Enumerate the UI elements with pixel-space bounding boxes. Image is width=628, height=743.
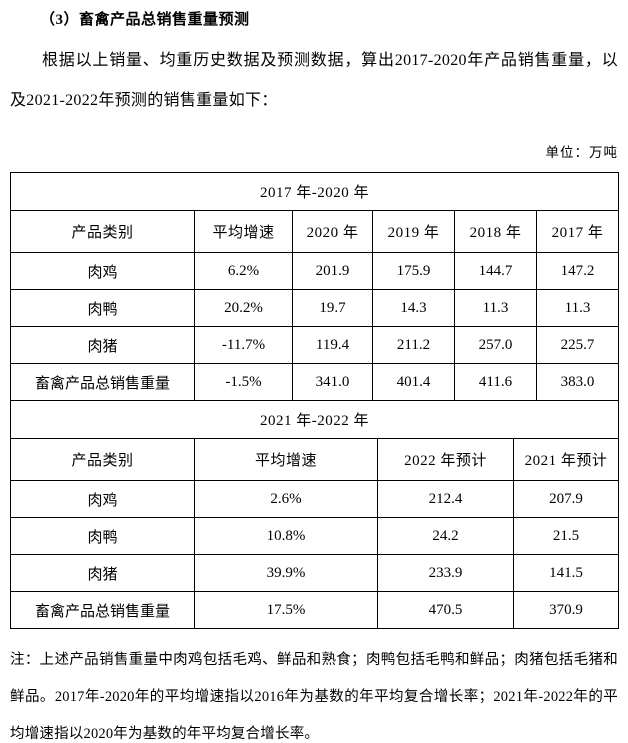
table-cell: 233.9 — [377, 554, 514, 592]
table-cell: 212.4 — [377, 480, 514, 518]
table-cell: 10.8% — [194, 517, 378, 555]
table-cell: 14.3 — [372, 289, 455, 327]
header-2020: 2020 年 — [292, 210, 373, 253]
table-cell: 383.0 — [536, 363, 619, 401]
table-cell: -11.7% — [194, 326, 293, 364]
header-avg-growth: 平均增速 — [194, 438, 378, 481]
section1-header-row: 产品类别 平均增速 2020 年 2019 年 2018 年 2017 年 — [10, 210, 619, 253]
footnote-text: 注：上述产品销售重量中肉鸡包括毛鸡、鲜品和熟食；肉鸭包括毛鸭和鲜品；肉猪包括毛猪… — [10, 652, 618, 742]
table-cell: 39.9% — [194, 554, 378, 592]
table-row: 肉猪 -11.7% 119.4 211.2 257.0 225.7 — [10, 326, 619, 364]
table-cell: 175.9 — [372, 252, 455, 290]
table-cell: 肉鸭 — [10, 517, 195, 555]
header-2017: 2017 年 — [536, 210, 619, 253]
table-cell: 141.5 — [513, 554, 619, 592]
table-cell: 肉猪 — [10, 554, 195, 592]
table-cell: 411.6 — [454, 363, 537, 401]
table-cell: 119.4 — [292, 326, 373, 364]
table-row: 肉鸡 2.6% 212.4 207.9 — [10, 480, 619, 518]
table-row: 肉猪 39.9% 233.9 141.5 — [10, 554, 619, 592]
header-2022-forecast: 2022 年预计 — [377, 438, 514, 481]
table-cell: 144.7 — [454, 252, 537, 290]
table-row: 肉鸭 20.2% 19.7 14.3 11.3 11.3 — [10, 289, 619, 327]
header-product-category: 产品类别 — [10, 210, 195, 253]
table-cell: 211.2 — [372, 326, 455, 364]
header-2018: 2018 年 — [454, 210, 537, 253]
table-cell: 24.2 — [377, 517, 514, 555]
table-cell: 257.0 — [454, 326, 537, 364]
section2-title: 2021 年-2022 年 — [10, 400, 619, 439]
table-cell: 225.7 — [536, 326, 619, 364]
table-cell: 11.3 — [536, 289, 619, 327]
table-cell: 21.5 — [513, 517, 619, 555]
table-cell: 20.2% — [194, 289, 293, 327]
table-cell: 341.0 — [292, 363, 373, 401]
table-cell: -1.5% — [194, 363, 293, 401]
header-product-category: 产品类别 — [10, 438, 195, 481]
header-2019: 2019 年 — [372, 210, 455, 253]
section2-title-row: 2021 年-2022 年 — [10, 400, 619, 439]
table-row: 畜禽产品总销售重量 -1.5% 341.0 401.4 411.6 383.0 — [10, 363, 619, 401]
table-row: 肉鸭 10.8% 24.2 21.5 — [10, 517, 619, 555]
table-cell: 肉鸡 — [10, 480, 195, 518]
table-row: 畜禽产品总销售重量 17.5% 470.5 370.9 — [10, 591, 619, 629]
table-cell: 6.2% — [194, 252, 293, 290]
table-cell: 肉鸭 — [10, 289, 195, 327]
table-cell: 201.9 — [292, 252, 373, 290]
section1-title: 2017 年-2020 年 — [10, 172, 619, 211]
table-cell: 2.6% — [194, 480, 378, 518]
unit-label: 单位：万吨 — [545, 145, 618, 160]
table-cell: 147.2 — [536, 252, 619, 290]
table-cell: 肉鸡 — [10, 252, 195, 290]
table-cell: 畜禽产品总销售重量 — [10, 591, 195, 629]
table-cell: 畜禽产品总销售重量 — [10, 363, 195, 401]
sales-weight-table: 2017 年-2020 年 产品类别 平均增速 2020 年 2019 年 20… — [10, 172, 619, 629]
header-2021-forecast: 2021 年预计 — [513, 438, 619, 481]
section1-title-row: 2017 年-2020 年 — [10, 172, 619, 211]
intro-paragraph: 根据以上销量、均重历史数据及预测数据，算出2017-2020年产品销售重量，以及… — [10, 52, 618, 109]
table-cell: 207.9 — [513, 480, 619, 518]
table-cell: 401.4 — [372, 363, 455, 401]
table-cell: 19.7 — [292, 289, 373, 327]
table-cell: 470.5 — [377, 591, 514, 629]
table-cell: 11.3 — [454, 289, 537, 327]
header-avg-growth: 平均增速 — [194, 210, 293, 253]
table-row: 肉鸡 6.2% 201.9 175.9 144.7 147.2 — [10, 252, 619, 290]
table-cell: 370.9 — [513, 591, 619, 629]
table-cell: 肉猪 — [10, 326, 195, 364]
page-title: （3）畜禽产品总销售重量预测 — [40, 12, 250, 28]
table-cell: 17.5% — [194, 591, 378, 629]
section2-header-row: 产品类别 平均增速 2022 年预计 2021 年预计 — [10, 438, 619, 481]
